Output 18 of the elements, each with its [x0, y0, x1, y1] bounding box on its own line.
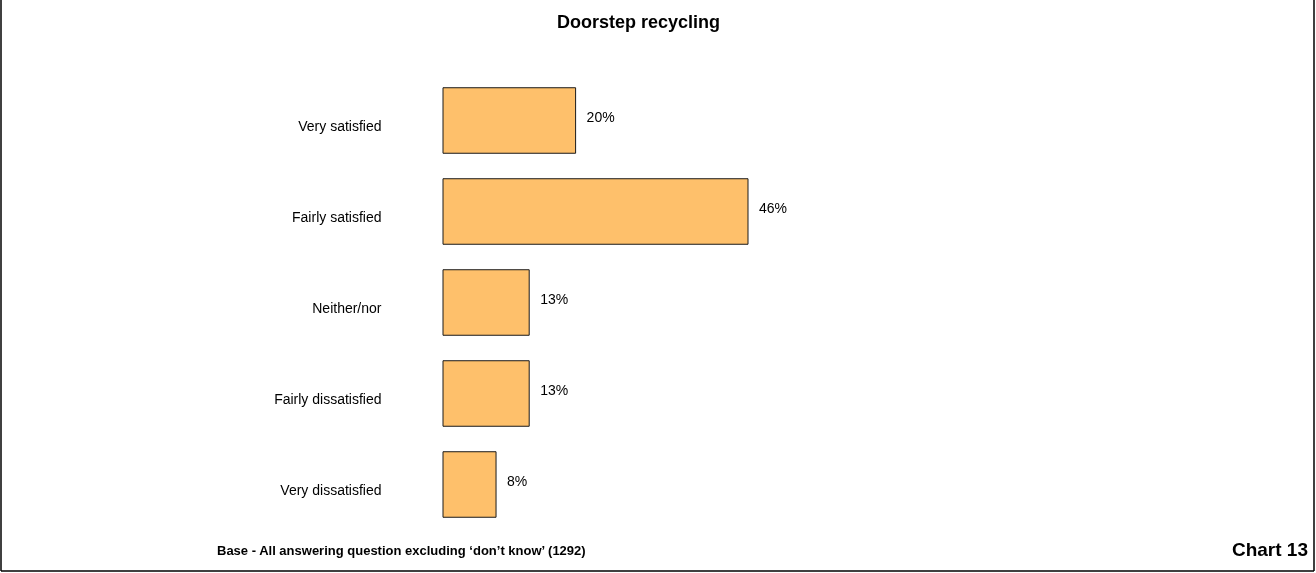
text: Base - All answering question excluding ‘don’t know’ (1292)	[217, 543, 586, 558]
chart-title: Doorstep recycling	[556, 12, 721, 33]
bar	[442, 360, 530, 427]
data-label: 46%	[759, 199, 788, 216]
data-label: 8%	[507, 472, 528, 489]
y-tick-label: Fairly satisfied	[292, 208, 382, 225]
y-tick-label: Very satisfied	[298, 117, 382, 134]
y-tick-label: Neither/nor	[312, 299, 382, 316]
bar	[442, 178, 749, 245]
bar	[442, 87, 577, 154]
data-label: 13%	[540, 290, 569, 307]
bar	[442, 269, 530, 336]
data-label: 20%	[586, 108, 615, 125]
y-tick-label: Very dissatisfied	[280, 481, 382, 498]
y-tick-label: Fairly dissatisfied	[274, 390, 382, 407]
data-label: 13%	[540, 381, 569, 398]
bar	[442, 451, 497, 518]
caption: Chart 13	[1231, 539, 1308, 560]
